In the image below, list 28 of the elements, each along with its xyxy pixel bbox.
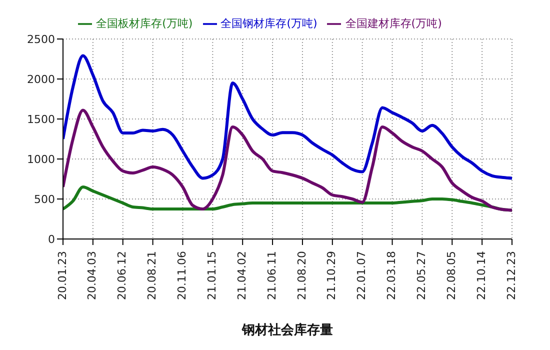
legend-label: 全国钢材库存(万吨)	[220, 17, 318, 30]
x-tick-label: 20.11.06	[176, 251, 189, 300]
x-tick-label: 20.04.03	[86, 251, 99, 300]
x-tick-label: 22.05.27	[415, 251, 428, 300]
x-tick-label: 20.08.21	[146, 251, 159, 300]
x-axis-title: 钢材社会库存量	[241, 322, 333, 338]
line-series	[63, 54, 512, 180]
x-tick-label: 21.04.02	[235, 251, 248, 300]
y-tick-label: 2000	[27, 72, 55, 86]
x-tick-label: 22.03.18	[385, 251, 398, 300]
line-series	[63, 108, 512, 212]
y-tick-label: 2500	[27, 32, 55, 46]
x-tick-label: 21.01.15	[205, 251, 218, 300]
x-tick-label: 20.06.12	[116, 251, 129, 300]
x-tick-label: 22.10.14	[474, 251, 488, 300]
x-tick-label: 22.08.05	[444, 251, 458, 300]
y-tick-label: 1500	[27, 112, 55, 126]
y-tick-label: 500	[34, 192, 55, 206]
legend-label: 全国板材库存(万吨)	[96, 17, 193, 30]
x-tick-label: 22.12.23	[504, 251, 518, 300]
y-tick-label: 0	[48, 232, 55, 246]
x-tick-label: 22.01.07	[355, 251, 368, 300]
x-tick-label: 21.10.29	[325, 251, 338, 300]
x-tick-label: 21.06.11	[265, 251, 278, 300]
y-tick-label: 1000	[27, 152, 55, 166]
x-tick-label: 20.01.23	[56, 251, 69, 300]
x-tick-label: 21.08.20	[295, 251, 308, 300]
legend-label: 全国建材库存(万吨)	[345, 17, 442, 30]
